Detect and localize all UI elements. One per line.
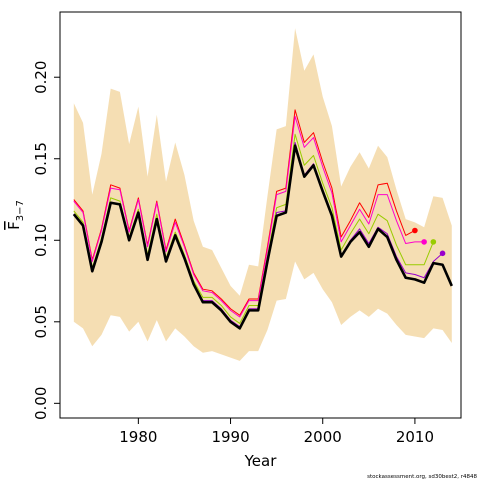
y-axis-title: F3−7 — [5, 200, 26, 230]
y-axis: 0.00 0.05 0.10 0.15 0.20 — [32, 61, 60, 420]
series-end-point-1 — [412, 227, 418, 234]
series-layer — [72, 109, 453, 330]
x-axis-title: Year — [244, 452, 278, 470]
y-tick-label-3: 0.15 — [32, 142, 50, 175]
end-point-layer — [412, 227, 446, 257]
plot-frame — [59, 11, 462, 419]
y-tick-label-4: 0.20 — [32, 61, 50, 94]
y-tick-label-0: 0.00 — [32, 387, 50, 420]
confidence-band — [73, 28, 452, 361]
credit-text: stockassessment.org, sd30best2, r4848 — [367, 474, 477, 480]
x-axis: 1980 1990 2000 2010 — [119, 418, 434, 446]
series-end-point-3 — [430, 239, 437, 245]
y-tick-label-1: 0.05 — [32, 305, 50, 338]
series-end-point-2 — [421, 239, 427, 245]
x-tick-label-2000: 2000 — [304, 428, 342, 446]
x-tick-label-1980: 1980 — [119, 428, 157, 446]
x-tick-label-1990: 1990 — [211, 428, 249, 446]
series-line-2 — [73, 115, 425, 318]
series-line-5 — [72, 144, 453, 330]
y-axis-title-subscript: 3−7 — [15, 200, 26, 221]
series-end-point-4 — [439, 250, 446, 257]
x-tick-label-2010: 2010 — [396, 428, 434, 446]
y-tick-label-2: 0.10 — [32, 224, 50, 257]
confidence-band-layer — [73, 28, 452, 361]
y-axis-title-main: F — [5, 221, 23, 230]
